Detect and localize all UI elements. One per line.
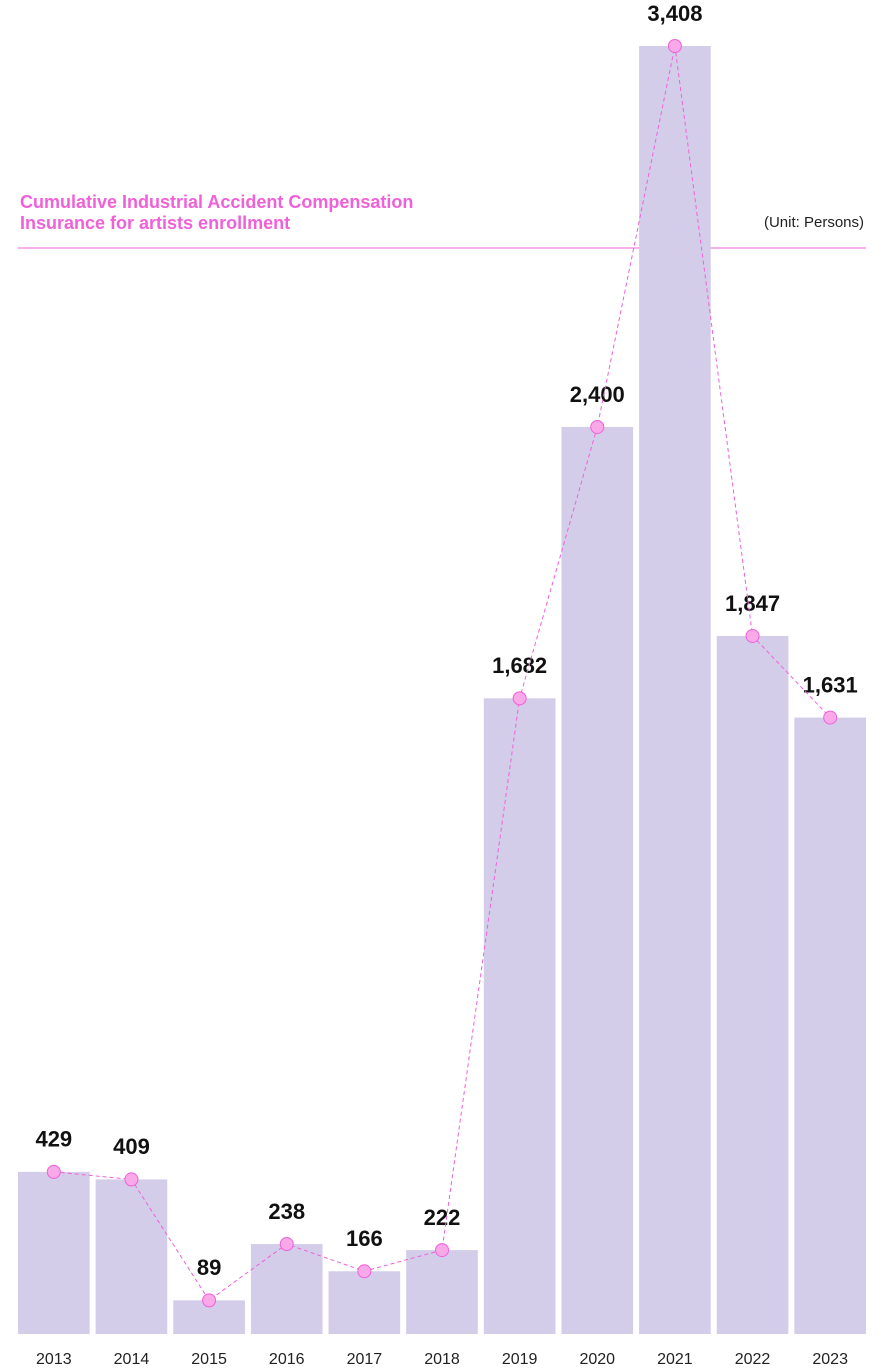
x-tick-label: 2021 [657, 1351, 693, 1368]
bar [794, 717, 866, 1334]
bar [406, 1250, 478, 1334]
value-label: 89 [197, 1255, 221, 1280]
value-label: 1,847 [725, 591, 780, 616]
trend-marker [46, 1164, 61, 1179]
trend-marker [745, 628, 760, 643]
trend-marker [667, 39, 682, 53]
x-tick-label: 2015 [191, 1351, 227, 1368]
x-tick-label: 2023 [812, 1351, 848, 1368]
value-label: 409 [113, 1134, 150, 1159]
trend-marker [124, 1172, 139, 1187]
x-tick-label: 2020 [579, 1351, 615, 1368]
unit-label: (Unit: Persons) [763, 214, 864, 231]
value-label: 222 [424, 1205, 461, 1230]
x-tick-label: 2017 [347, 1351, 383, 1368]
x-tick-label: 2022 [735, 1351, 771, 1368]
trend-marker [590, 419, 605, 434]
trend-marker [435, 1243, 449, 1258]
bar [716, 635, 789, 1334]
bar [639, 46, 711, 1334]
x-tick-label: 2013 [36, 1351, 72, 1368]
trend-marker [357, 1264, 372, 1279]
trend-marker [279, 1237, 294, 1252]
value-label: 2,400 [570, 382, 625, 407]
bar [483, 698, 556, 1334]
value-label: 238 [268, 1199, 305, 1224]
trend-marker [512, 691, 527, 706]
chart-title: Cumulative Industrial Accident Compensat… [20, 192, 414, 233]
trend-marker [823, 710, 838, 725]
value-label: 429 [35, 1127, 72, 1152]
x-tick-label: 2019 [502, 1351, 538, 1368]
bar [250, 1244, 323, 1334]
x-tick-label: 2018 [424, 1351, 460, 1368]
bar [328, 1271, 401, 1334]
value-label: 166 [346, 1226, 383, 1251]
value-label: 1,682 [492, 653, 547, 678]
bar [18, 1171, 90, 1334]
x-tick-label: 2016 [269, 1351, 305, 1368]
value-label: 3,408 [647, 1, 702, 26]
trend-marker [202, 1293, 217, 1308]
bar [561, 426, 634, 1334]
value-label: 1,631 [803, 672, 858, 697]
x-tick-label: 2014 [114, 1351, 150, 1368]
trend-line [53, 45, 831, 1302]
bar [95, 1179, 168, 1334]
